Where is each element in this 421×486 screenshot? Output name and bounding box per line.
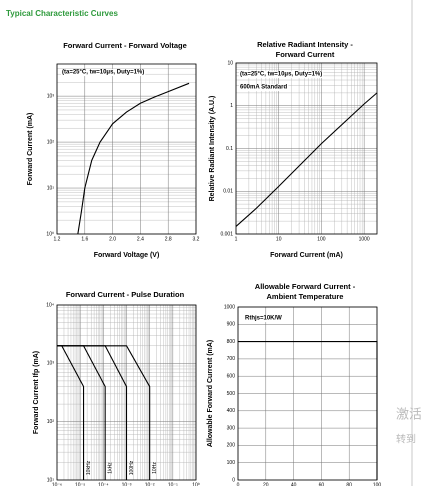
series-label: 10kHz — [86, 460, 92, 475]
watermark: 激活 — [396, 406, 421, 421]
chart-title: Forward Current - Forward Voltage — [63, 41, 187, 50]
y-tick-label: 0.01 — [223, 189, 233, 195]
chart-title: Allowable Forward Current - — [255, 282, 356, 291]
data-line — [238, 341, 378, 480]
x-tick-label: 1.2 — [54, 236, 61, 242]
y-tick-label: 600 — [227, 374, 236, 380]
x-tick-label: 10⁻¹ — [168, 482, 178, 486]
x-tick-label: 20 — [263, 482, 269, 486]
y-tick-label: 0.001 — [220, 231, 233, 237]
x-tick-label: 10⁻⁴ — [98, 482, 108, 486]
y-tick-label: 500 — [227, 391, 236, 397]
x-tick-label: 10 — [276, 236, 282, 242]
x-tick-label: 100 — [317, 236, 326, 242]
y-tick-label: 10³ — [47, 93, 55, 99]
x-tick-label: 80 — [346, 482, 352, 486]
x-tick-label: 60 — [319, 482, 325, 486]
y-tick-label: 200 — [227, 443, 236, 449]
chart-title: Forward Current - Pulse Duration — [66, 290, 185, 299]
chart-title: Ambient Temperature — [267, 292, 344, 301]
y-tick-label: 400 — [227, 408, 236, 414]
y-axis-label: Forward Current (mA) — [27, 113, 34, 186]
x-tick-label: 10⁻⁶ — [52, 482, 62, 486]
annotation-box — [244, 315, 284, 323]
y-tick-label: 10 — [227, 60, 233, 66]
plot-frame — [56, 63, 197, 235]
x-tick-label: 2.4 — [137, 236, 144, 242]
data-line — [235, 92, 378, 227]
chart-title: Forward Current — [276, 50, 335, 59]
y-tick-label: 1 — [230, 103, 233, 109]
x-axis-label: Forward Current (mA) — [270, 252, 343, 259]
y-tick-label: 10⁴ — [46, 302, 54, 308]
data-line — [57, 345, 151, 480]
series-label: 10Hz — [152, 462, 158, 474]
x-tick-label: 1 — [235, 236, 238, 242]
x-tick-label: 2.8 — [165, 236, 172, 242]
y-tick-label: 1000 — [224, 304, 235, 310]
y-tick-label: 0.1 — [226, 146, 233, 152]
x-tick-label: 1000 — [359, 236, 370, 242]
chart-title: Relative Radiant Intensity - — [257, 40, 353, 49]
plot-area — [57, 64, 196, 234]
y-tick-label: 100 — [227, 460, 236, 466]
x-tick-label: 10⁰ — [192, 482, 200, 486]
x-tick-label: 10⁻³ — [122, 482, 132, 486]
annotation: (ta=25°C, tw=10μs, Duty=1%) — [62, 70, 144, 76]
y-tick-label: 300 — [227, 425, 236, 431]
series-label: 1kHz — [107, 462, 113, 474]
y-tick-label: 700 — [227, 356, 236, 362]
y-axis-label: Allowable Forward Current (mA) — [207, 340, 214, 447]
x-axis-label: Forward Voltage (V) — [94, 252, 160, 259]
y-tick-label: 0 — [232, 477, 235, 483]
x-tick-label: 0 — [237, 482, 240, 486]
y-tick-label: 10² — [47, 139, 55, 145]
x-tick-label: 1.6 — [81, 236, 88, 242]
y-axis-label: Relative Radiant Intensity (A.U.) — [209, 96, 216, 202]
plot-frame — [235, 62, 378, 235]
x-tick-label: 10⁻⁵ — [75, 482, 85, 486]
data-line — [77, 82, 190, 235]
y-tick-label: 10³ — [47, 361, 55, 367]
x-tick-label: 2.0 — [109, 236, 116, 242]
annotation: 600mA Standard — [240, 85, 287, 91]
annotation: (ta=25°C, tw=10μs, Duty=1%) — [240, 72, 322, 78]
annotation-box — [239, 71, 324, 79]
y-tick-label: 10¹ — [47, 477, 55, 483]
annotation: Rthjs=10K/W — [245, 316, 282, 322]
annotation-box — [61, 69, 146, 77]
y-tick-label: 10⁰ — [46, 231, 54, 237]
y-tick-label: 900 — [227, 322, 236, 328]
section-title: Typical Characteristic Curves — [6, 9, 118, 18]
x-tick-label: 10⁻² — [145, 482, 155, 486]
y-tick-label: 800 — [227, 339, 236, 345]
annotation-box — [239, 84, 289, 92]
x-tick-label: 100 — [373, 482, 382, 486]
y-tick-label: 10² — [47, 419, 55, 425]
x-tick-label: 40 — [291, 482, 297, 486]
x-tick-label: 3.2 — [193, 236, 200, 242]
y-axis-label: Forward Current Ifp (mA) — [33, 351, 40, 434]
series-label: 100Hz — [129, 460, 135, 475]
watermark: 转到 — [396, 433, 416, 446]
y-tick-label: 10¹ — [47, 185, 55, 191]
